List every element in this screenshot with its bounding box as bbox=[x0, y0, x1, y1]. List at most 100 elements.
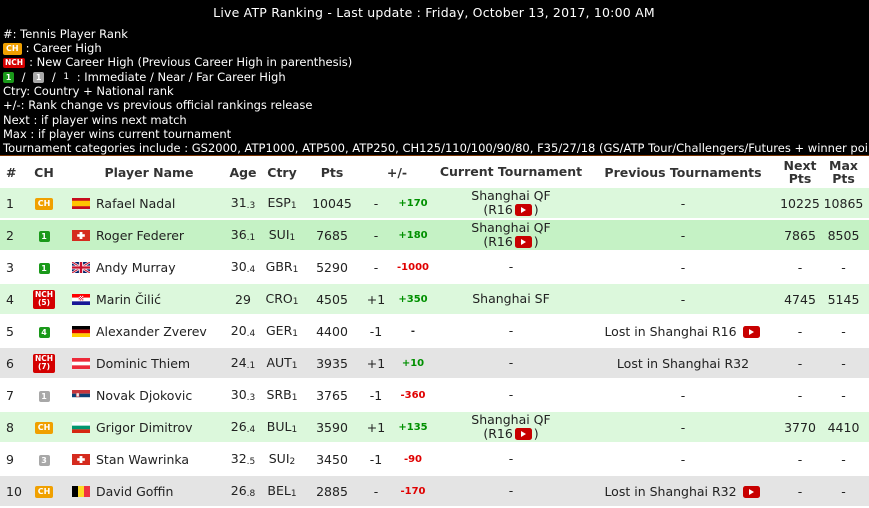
points-cell: 4505 bbox=[316, 291, 348, 307]
age-decimal: .8 bbox=[246, 489, 256, 499]
points-change: - bbox=[410, 325, 416, 337]
youtube-play-icon[interactable] bbox=[514, 428, 532, 440]
ranking-table-body: 1 CH Rafael Nadal 31.3 ESP1 10045- +170 Shangha… bbox=[0, 188, 869, 508]
rank-cell: 9 bbox=[6, 451, 14, 467]
flag-bel-icon bbox=[72, 485, 90, 497]
national-rank: 1 bbox=[292, 329, 298, 339]
player-name: Andy Murray bbox=[96, 259, 176, 275]
national-rank: 1 bbox=[290, 489, 297, 499]
next-points-cell: 4745 bbox=[784, 291, 816, 307]
table-row: 3 1 Andy Murray 30.4 GBR1 5290 - -1000 - - - - bbox=[0, 252, 869, 284]
legend-career-high-text: : Career High bbox=[25, 41, 102, 56]
country-cell: SRB1 bbox=[266, 387, 298, 403]
rank-cell: 7 bbox=[6, 387, 14, 403]
rank-cell: 8 bbox=[6, 419, 14, 435]
country-cell: GER1 bbox=[265, 323, 298, 339]
career-high-cell: 1 bbox=[26, 388, 62, 403]
points-change: -1000 bbox=[397, 261, 429, 273]
youtube-play-icon[interactable] bbox=[742, 325, 760, 338]
change-cell: -1 -90 bbox=[360, 452, 434, 467]
near-high-badge-icon: 1 bbox=[38, 390, 50, 402]
career-high-cell: NCH (5) bbox=[26, 289, 62, 309]
current-tournament-round: (R16) bbox=[483, 202, 539, 217]
flag-sui-icon bbox=[72, 453, 90, 465]
player-cell: Marin Čilić bbox=[62, 292, 226, 307]
header-change: +/- bbox=[386, 164, 408, 180]
immediate-high-badge-icon: 1 bbox=[3, 71, 14, 83]
separator: / bbox=[21, 69, 26, 84]
points-change: -360 bbox=[400, 389, 426, 401]
youtube-play-icon[interactable] bbox=[514, 204, 532, 216]
points-cell: 5290 bbox=[316, 259, 348, 275]
change-cell: - +180 bbox=[360, 228, 434, 243]
previous-tournament-cell: - bbox=[680, 419, 686, 435]
player-name: Grigor Dimitrov bbox=[96, 419, 193, 435]
next-points-cell: - bbox=[797, 355, 803, 371]
player-name: Novak Djokovic bbox=[96, 387, 193, 403]
flag-srb-icon bbox=[72, 389, 90, 401]
table-row: 8 CH Grigor Dimitrov 26.4 BUL1 3590 +1 +135 Shan… bbox=[0, 412, 869, 444]
table-row: 4 NCH (5) Marin Čilić 29 CRO1 4505 +1 +350 Shangh… bbox=[0, 284, 869, 316]
country-cell: CRO1 bbox=[265, 291, 299, 307]
max-points-cell: - bbox=[841, 355, 846, 371]
career-high-cell: NCH (7) bbox=[26, 353, 62, 373]
current-tournament-cell: - bbox=[508, 355, 514, 370]
header-age: Age bbox=[229, 164, 257, 180]
previous-tournament-cell: Lost in Shanghai R16 bbox=[588, 324, 778, 339]
new-career-high-badge-icon: NCH (7) bbox=[32, 353, 56, 373]
country-cell: ESP1 bbox=[267, 195, 297, 211]
header-max-points: Max Pts bbox=[829, 158, 858, 186]
header-career-high: CH bbox=[34, 164, 54, 180]
immediate-high-badge-icon: 4 bbox=[38, 326, 50, 338]
max-points-cell: 10865 bbox=[823, 195, 864, 211]
career-high-badge-icon: CH bbox=[34, 486, 54, 498]
age-cell: 20.4 bbox=[230, 323, 256, 339]
near-high-badge-icon: 3 bbox=[38, 454, 50, 466]
current-tournament-cell: Shanghai QF (R16) bbox=[434, 413, 588, 441]
rank-change: - bbox=[373, 195, 379, 211]
current-tournament-cell: - bbox=[508, 259, 514, 274]
flag-cro-icon bbox=[72, 293, 90, 305]
max-points-cell: - bbox=[841, 483, 846, 499]
change-cell: +1 +350 bbox=[360, 292, 434, 307]
country-cell: SUI1 bbox=[268, 227, 296, 243]
rank-change: -1 bbox=[369, 451, 383, 467]
legend-high-proximity-text: : Immediate / Near / Far Career High bbox=[76, 69, 286, 84]
player-name: Roger Federer bbox=[96, 227, 185, 243]
previous-tournament-cell: - bbox=[680, 387, 686, 403]
age-cell: 30.3 bbox=[230, 387, 256, 403]
national-rank: 1 bbox=[291, 425, 298, 435]
legend-new-career-high: NCH: New Career High (Previous Career Hi… bbox=[3, 55, 865, 69]
current-tournament-cell: - bbox=[508, 323, 514, 338]
legend-rank: #: Tennis Player Rank bbox=[3, 27, 128, 41]
youtube-play-icon[interactable] bbox=[742, 485, 760, 498]
career-high-cell: 3 bbox=[26, 452, 62, 467]
max-points-cell: 4410 bbox=[827, 419, 860, 435]
rank-change: +1 bbox=[366, 419, 386, 435]
table-row: 7 1 Novak Djokovic 30.3 SRB1 3765 -1 -360 - - - - bbox=[0, 380, 869, 412]
new-career-high-badge-icon: NCH bbox=[3, 57, 26, 69]
points-cell: 3935 bbox=[316, 355, 348, 371]
near-high-badge-icon: 1 bbox=[33, 71, 45, 83]
player-cell: Rafael Nadal bbox=[62, 196, 226, 211]
career-high-cell: 1 bbox=[26, 228, 62, 243]
header-current-tournament: Current Tournament bbox=[439, 164, 583, 179]
rank-change: +1 bbox=[366, 355, 386, 371]
points-change: +350 bbox=[398, 293, 428, 305]
rank-change: - bbox=[373, 259, 379, 275]
youtube-play-icon[interactable] bbox=[514, 236, 532, 248]
next-points-cell: 10225 bbox=[780, 195, 820, 211]
page-title: Live ATP Ranking - Last update : Friday,… bbox=[213, 5, 655, 20]
rank-change: - bbox=[373, 227, 379, 243]
points-change: -170 bbox=[400, 485, 426, 497]
next-points-cell: - bbox=[797, 483, 803, 499]
next-points-cell: - bbox=[797, 323, 803, 339]
max-points-cell: 8505 bbox=[827, 227, 860, 243]
current-tournament-name: Shanghai SF bbox=[472, 291, 550, 306]
player-cell: Stan Wawrinka bbox=[62, 452, 226, 467]
current-tournament-cell: Shanghai QF (R16) bbox=[434, 221, 588, 249]
flag-aut-icon bbox=[72, 357, 90, 369]
rank-cell: 1 bbox=[6, 195, 14, 211]
career-high-badge-icon: CH bbox=[34, 198, 54, 210]
career-high-badge-icon: CH bbox=[3, 42, 22, 55]
